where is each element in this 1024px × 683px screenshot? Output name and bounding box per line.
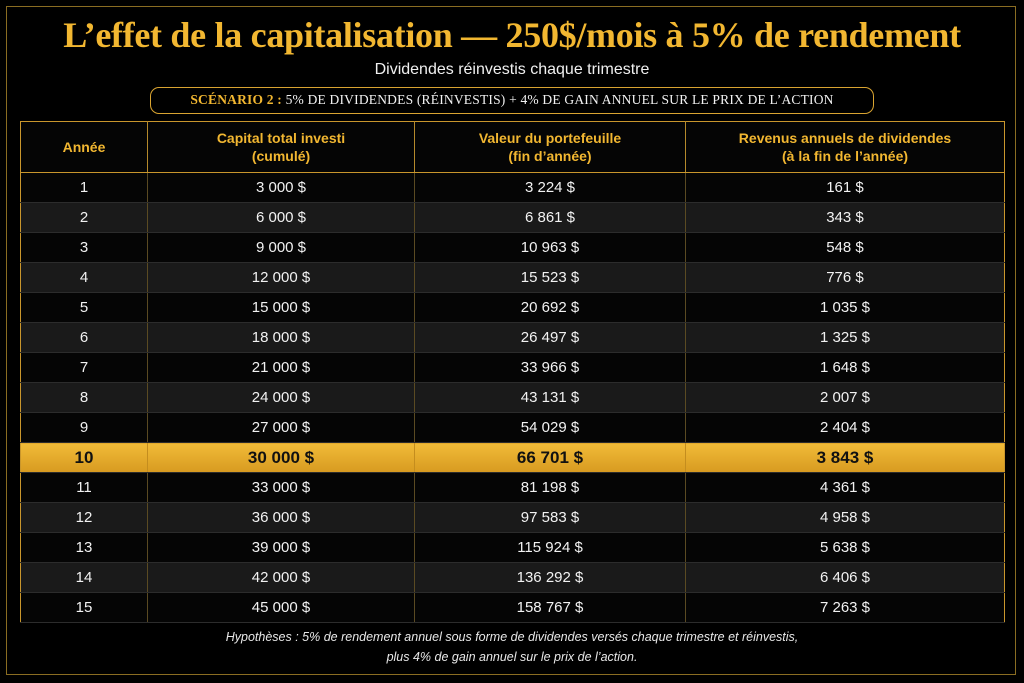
cell-year: 2 <box>20 202 148 233</box>
footnote-line-1: Hypothèses : 5% de rendement annuel sous… <box>225 630 799 644</box>
cell-dividends: 2 404 $ <box>685 412 1005 443</box>
cell-dividends: 3 843 $ <box>685 442 1005 473</box>
cell-portfolio: 115 924 $ <box>414 532 686 563</box>
compounding-table: Année Capital total investi (cumulé) Val… <box>20 121 1005 623</box>
cell-capital: 36 000 $ <box>147 502 415 533</box>
header-capital-sublabel: (cumulé) <box>251 148 311 164</box>
cell-dividends: 161 $ <box>685 172 1005 203</box>
cell-portfolio: 43 131 $ <box>414 382 686 413</box>
cell-capital: 45 000 $ <box>147 592 415 623</box>
cell-capital: 18 000 $ <box>147 322 415 353</box>
cell-portfolio: 158 767 $ <box>414 592 686 623</box>
cell-capital: 33 000 $ <box>147 472 415 503</box>
cell-portfolio: 33 966 $ <box>414 352 686 383</box>
header-dividends: Revenus annuels de dividendes (à la fin … <box>685 121 1005 173</box>
cell-year: 8 <box>20 382 148 413</box>
cell-portfolio: 15 523 $ <box>414 262 686 293</box>
cell-capital: 6 000 $ <box>147 202 415 233</box>
cell-portfolio: 10 963 $ <box>414 232 686 263</box>
cell-dividends: 4 361 $ <box>685 472 1005 503</box>
table-row: 7 21 000 $33 966 $1 648 $ <box>20 352 1005 383</box>
cell-year: 15 <box>20 592 148 623</box>
cell-dividends: 1 648 $ <box>685 352 1005 383</box>
footnote-line-2: plus 4% de gain annuel sur le prix de l’… <box>386 650 638 664</box>
cell-portfolio: 26 497 $ <box>414 322 686 353</box>
cell-capital: 39 000 $ <box>147 532 415 563</box>
table-row: 14 42 000 $136 292 $6 406 $ <box>20 562 1005 593</box>
cell-capital: 9 000 $ <box>147 232 415 263</box>
cell-dividends: 1 325 $ <box>685 322 1005 353</box>
cell-dividends: 6 406 $ <box>685 562 1005 593</box>
table-row: 5 15 000 $20 692 $1 035 $ <box>20 292 1005 323</box>
cell-dividends: 4 958 $ <box>685 502 1005 533</box>
cell-year: 9 <box>20 412 148 443</box>
table-row: 9 27 000 $54 029 $2 404 $ <box>20 412 1005 443</box>
cell-portfolio: 3 224 $ <box>414 172 686 203</box>
cell-year: 5 <box>20 292 148 323</box>
cell-capital: 24 000 $ <box>147 382 415 413</box>
cell-capital: 42 000 $ <box>147 562 415 593</box>
cell-year: 3 <box>20 232 148 263</box>
cell-year: 6 <box>20 322 148 353</box>
cell-capital: 15 000 $ <box>147 292 415 323</box>
table-row: 11 33 000 $81 198 $4 361 $ <box>20 472 1005 503</box>
cell-year: 13 <box>20 532 148 563</box>
table-header-row: Année Capital total investi (cumulé) Val… <box>20 121 1005 173</box>
scenario-description: 5% DE DIVIDENDES (RÉINVESTIS) + 4% DE GA… <box>285 92 834 107</box>
header-dividends-label: Revenus annuels de dividendes <box>738 130 952 146</box>
table-row: 13 39 000 $115 924 $5 638 $ <box>20 532 1005 563</box>
header-portfolio-label: Valeur du portefeuille <box>478 130 622 146</box>
scenario-banner: SCÉNARIO 2 : 5% DE DIVIDENDES (RÉINVESTI… <box>150 87 874 114</box>
page-title: L’effet de la capitalisation — 250$/mois… <box>63 15 961 55</box>
cell-capital: 3 000 $ <box>147 172 415 203</box>
header-year: Année <box>20 121 148 173</box>
table-row: 8 24 000 $43 131 $2 007 $ <box>20 382 1005 413</box>
cell-capital: 21 000 $ <box>147 352 415 383</box>
cell-year: 12 <box>20 502 148 533</box>
cell-capital: 12 000 $ <box>147 262 415 293</box>
cell-dividends: 776 $ <box>685 262 1005 293</box>
header-capital: Capital total investi (cumulé) <box>147 121 415 173</box>
header-capital-label: Capital total investi <box>216 130 346 146</box>
cell-dividends: 1 035 $ <box>685 292 1005 323</box>
cell-year: 1 <box>20 172 148 203</box>
cell-dividends: 5 638 $ <box>685 532 1005 563</box>
header-dividends-sublabel: (à la fin de l’année) <box>781 148 909 164</box>
cell-year: 14 <box>20 562 148 593</box>
cell-portfolio: 66 701 $ <box>414 442 686 473</box>
table-row: 15 45 000 $158 767 $7 263 $ <box>20 592 1005 623</box>
cell-portfolio: 54 029 $ <box>414 412 686 443</box>
table-row: 4 12 000 $15 523 $776 $ <box>20 262 1005 293</box>
cell-dividends: 548 $ <box>685 232 1005 263</box>
cell-dividends: 7 263 $ <box>685 592 1005 623</box>
footnote: Hypothèses : 5% de rendement annuel sous… <box>0 627 1024 667</box>
header-portfolio: Valeur du portefeuille (fin d’année) <box>414 121 686 173</box>
table-row: 6 18 000 $26 497 $1 325 $ <box>20 322 1005 353</box>
cell-portfolio: 136 292 $ <box>414 562 686 593</box>
cell-year: 10 <box>20 442 148 473</box>
table-row: 12 36 000 $97 583 $4 958 $ <box>20 502 1005 533</box>
cell-portfolio: 97 583 $ <box>414 502 686 533</box>
cell-capital: 27 000 $ <box>147 412 415 443</box>
header-year-label: Année <box>62 139 106 155</box>
cell-year: 7 <box>20 352 148 383</box>
cell-portfolio: 6 861 $ <box>414 202 686 233</box>
cell-year: 11 <box>20 472 148 503</box>
cell-dividends: 343 $ <box>685 202 1005 233</box>
cell-portfolio: 81 198 $ <box>414 472 686 503</box>
cell-dividends: 2 007 $ <box>685 382 1005 413</box>
scenario-label: SCÉNARIO 2 : <box>190 92 283 107</box>
cell-portfolio: 20 692 $ <box>414 292 686 323</box>
cell-year: 4 <box>20 262 148 293</box>
header-portfolio-sublabel: (fin d’année) <box>508 148 592 164</box>
page-subtitle: Dividendes réinvestis chaque trimestre <box>374 61 650 78</box>
table-row-highlighted: 10 30 000 $66 701 $3 843 $ <box>20 442 1005 473</box>
cell-capital: 30 000 $ <box>147 442 415 473</box>
page-frame <box>6 6 1016 675</box>
